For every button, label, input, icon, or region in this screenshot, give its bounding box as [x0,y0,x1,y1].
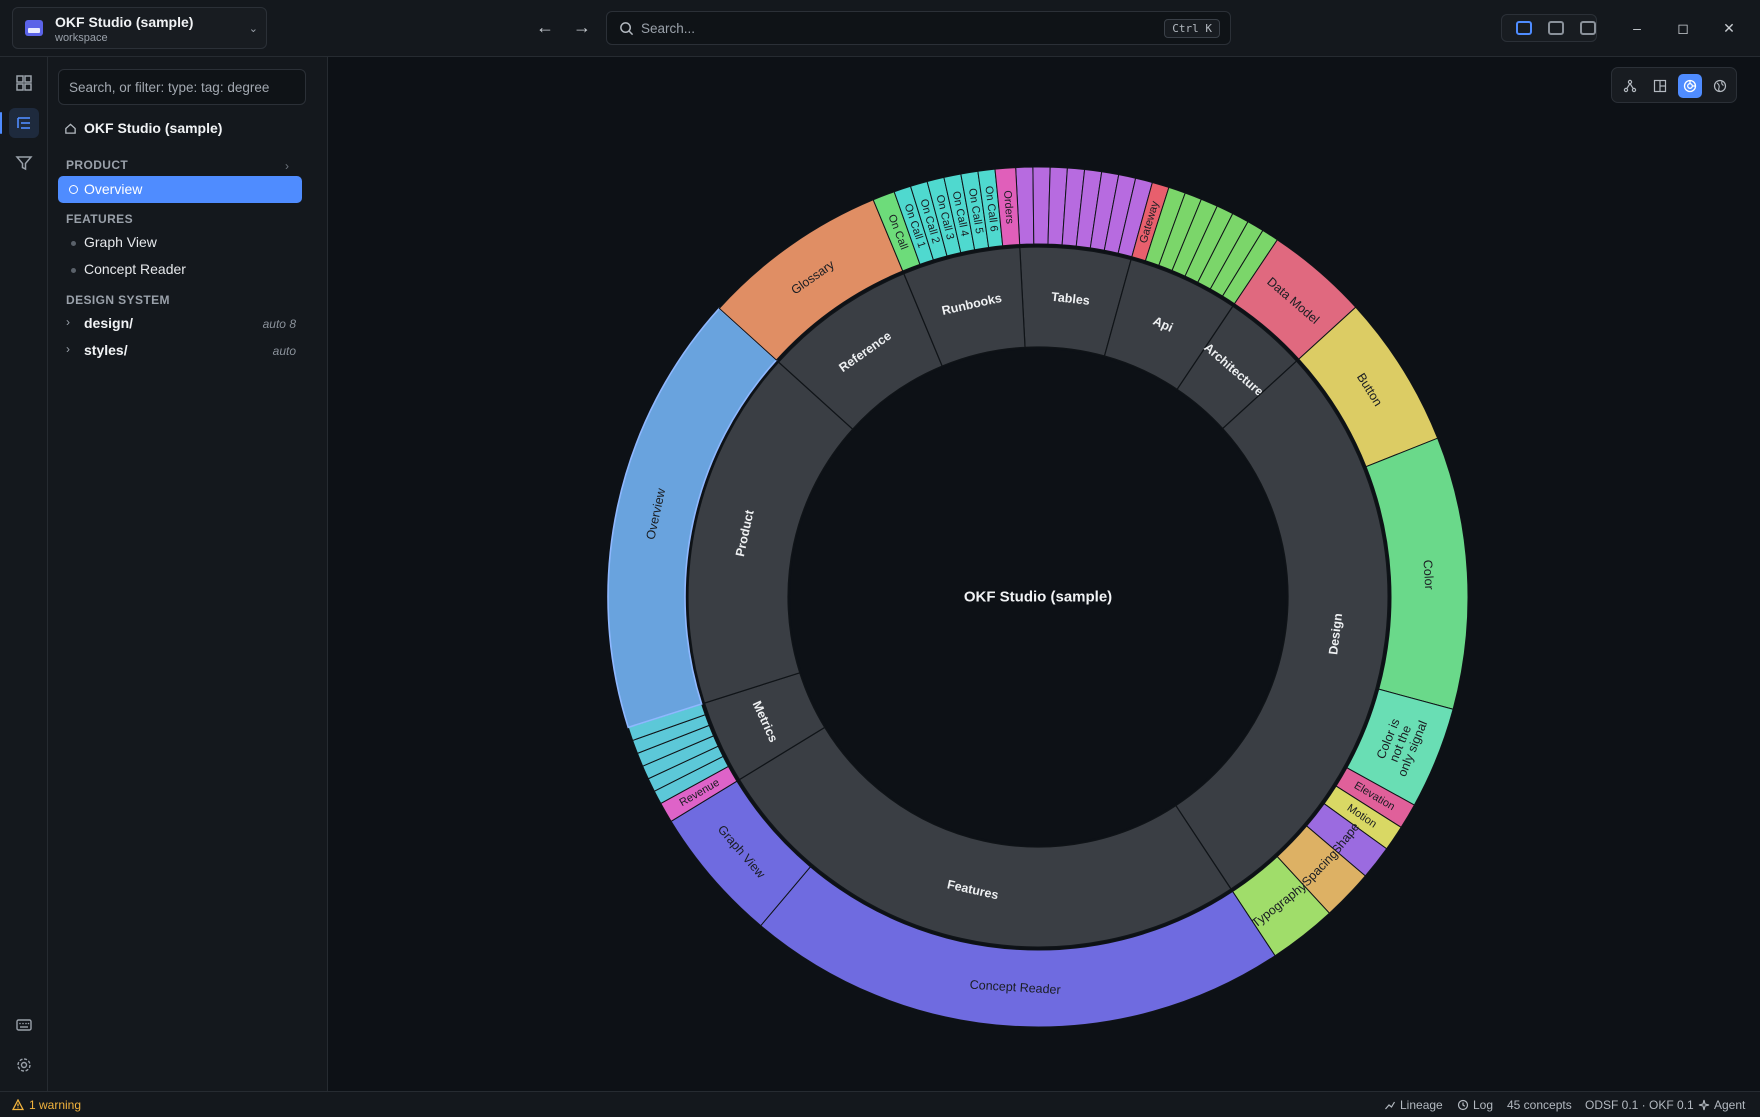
search-placeholder: Search... [641,21,696,36]
sunburst-leaf-orders[interactable] [994,167,1021,247]
folder-label: styles/ [84,342,128,358]
folder-design[interactable]: › design/ auto 8 [58,310,302,337]
outline-list-icon[interactable] [0,108,39,138]
folder-styles[interactable]: › styles/ auto [58,337,302,364]
warning-icon [12,1099,24,1111]
lineage-label: Lineage [1400,1098,1443,1112]
layout-toggle-group [1501,14,1597,42]
log-button[interactable]: Log [1457,1098,1493,1112]
history-icon [1457,1099,1469,1111]
folder-meta: auto [272,344,296,358]
sidebar-item-label: Overview [84,181,143,197]
keyboard-icon[interactable] [9,1010,39,1040]
dashboard-icon[interactable] [9,68,39,98]
sidebar-item-graph-view[interactable]: Graph View [58,229,302,256]
sunburst-group-runbooks[interactable] [903,246,1026,367]
graph-network-icon[interactable] [1618,74,1642,98]
search-shortcut-badge: Ctrl K [1164,19,1220,38]
maximize-icon[interactable]: ◻ [1677,20,1689,36]
sunburst-center[interactable] [790,349,1286,845]
concept-dot-icon [69,185,78,194]
sidebar-root-label: OKF Studio (sample) [84,120,223,136]
left-panel-layout-icon[interactable] [1516,21,1532,35]
folder-label: design/ [84,315,134,331]
center-layout-icon[interactable] [1548,21,1564,35]
concept-count: 45 concepts [1507,1098,1572,1112]
log-label: Log [1473,1098,1494,1112]
sidebar-root-item[interactable]: OKF Studio (sample) [64,120,222,136]
sidebar-item-label: Graph View [84,234,157,250]
graph-canvas[interactable]: Tables Api Gateway Architecture Data Model De… [329,57,1760,1091]
version-info: ODSF 0.1 · OKF 0.1 [1585,1098,1694,1112]
workspace-subtitle: workspace [55,32,108,44]
concept-dot-icon [71,268,76,273]
sidebar: OKF Studio (sample) PRODUCT › Overview F… [48,57,328,1091]
concept-dot-icon [71,241,76,246]
gear-icon[interactable] [9,1050,39,1080]
warning-text: 1 warning [29,1098,82,1112]
home-icon [65,122,76,134]
chevron-right-icon[interactable]: › [285,159,289,173]
sidebar-item-label: Concept Reader [84,261,186,277]
status-bar: 1 warning Lineage Log 45 concepts ODSF 0… [0,1091,1760,1117]
back-arrow-icon[interactable]: ← [536,17,554,37]
agent-label: Agent [1714,1098,1746,1112]
search-icon [620,22,634,36]
close-icon[interactable]: ✕ [1723,20,1735,36]
treemap-icon[interactable] [1648,74,1672,98]
sunburst-center-label: OKF Studio (sample) [964,589,1112,606]
folder-meta: auto 8 [262,317,296,331]
sidebar-filter-input[interactable] [58,69,306,105]
workspace-name: OKF Studio (sample) [55,14,194,30]
agent-button[interactable]: Agent [1698,1098,1745,1112]
sparkle-icon [1698,1099,1710,1111]
section-design-system: DESIGN SYSTEM [66,293,170,307]
sidebar-item-concept-reader[interactable]: Concept Reader [58,256,302,283]
chevron-down-icon: ⌄ [248,23,258,35]
warning-indicator[interactable]: 1 warning [12,1098,81,1112]
sunburst-view-icon[interactable] [1678,74,1702,98]
lineage-icon [1385,1101,1396,1110]
workspace-switcher[interactable]: OKF Studio (sample) workspace ⌄ [12,7,267,49]
forward-arrow-icon[interactable]: → [573,17,591,37]
sunburst-group-design[interactable] [1175,360,1389,890]
section-features: FEATURES [66,212,133,226]
sidebar-item-overview[interactable]: Overview [58,176,302,203]
activity-bar [0,57,48,1091]
title-bar: OKF Studio (sample) workspace ⌄ ← → Sear… [0,0,1760,57]
sunburst-group-features[interactable] [738,726,1232,948]
globe-view-icon[interactable] [1708,74,1732,98]
view-mode-toolbar [1611,67,1737,103]
workspace-logo-icon [25,20,43,36]
sunburst-leaf-tables-item[interactable] [1032,166,1051,245]
filter-icon[interactable] [9,148,39,178]
minimize-icon[interactable]: – [1633,20,1641,36]
lineage-button[interactable]: Lineage [1384,1098,1443,1112]
global-search-box[interactable]: Search... Ctrl K [606,11,1231,45]
chevron-right-icon: › [66,342,70,356]
chevron-right-icon: › [66,315,70,329]
section-product: PRODUCT [66,158,129,172]
right-panel-layout-icon[interactable] [1580,21,1596,35]
